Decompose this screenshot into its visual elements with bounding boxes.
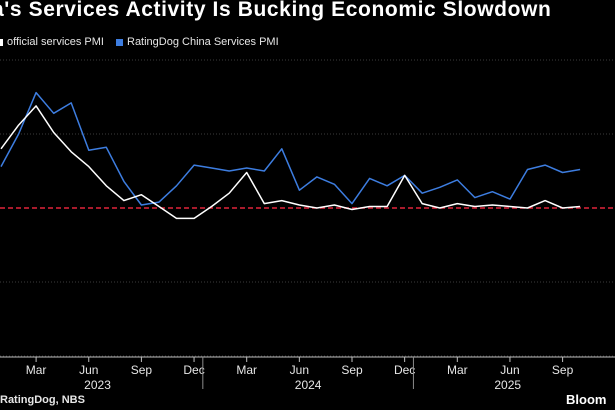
x-tick-label: Sep <box>131 363 153 377</box>
legend-label-ratingdog: RatingDog China Services PMI <box>127 36 279 48</box>
chart-title: a's Services Activity Is Bucking Economi… <box>0 0 552 21</box>
x-tick-label: Dec <box>394 363 415 377</box>
x-year-label: 2023 <box>84 378 111 392</box>
legend-item-official: official services PMI <box>0 36 104 48</box>
x-year-label: 2024 <box>295 378 322 392</box>
x-tick-label: Mar <box>447 363 468 377</box>
legend-swatch-official <box>0 38 3 46</box>
x-tick-label: Jun <box>290 363 309 377</box>
brand-logo: Bloom <box>566 392 607 407</box>
x-tick-label: Jun <box>500 363 519 377</box>
x-tick-label: Mar <box>236 363 257 377</box>
legend-swatch-ratingdog <box>116 38 123 46</box>
ratingdog-services-pmi-line <box>0 91 581 206</box>
legend-item-ratingdog: RatingDog China Services PMI <box>116 36 279 48</box>
x-tick-label: Sep <box>341 363 363 377</box>
x-tick-label: Jun <box>79 363 98 377</box>
source-note: RatingDog, NBS <box>0 394 85 406</box>
legend: official services PMI RatingDog China Se… <box>0 36 291 48</box>
x-tick-label: Sep <box>552 363 574 377</box>
official-services-pmi-line <box>0 105 581 220</box>
x-tick-label: Mar <box>26 363 47 377</box>
x-year-label: 2025 <box>494 378 521 392</box>
x-tick-label: Dec <box>183 363 204 377</box>
legend-label-official: official services PMI <box>7 36 104 48</box>
